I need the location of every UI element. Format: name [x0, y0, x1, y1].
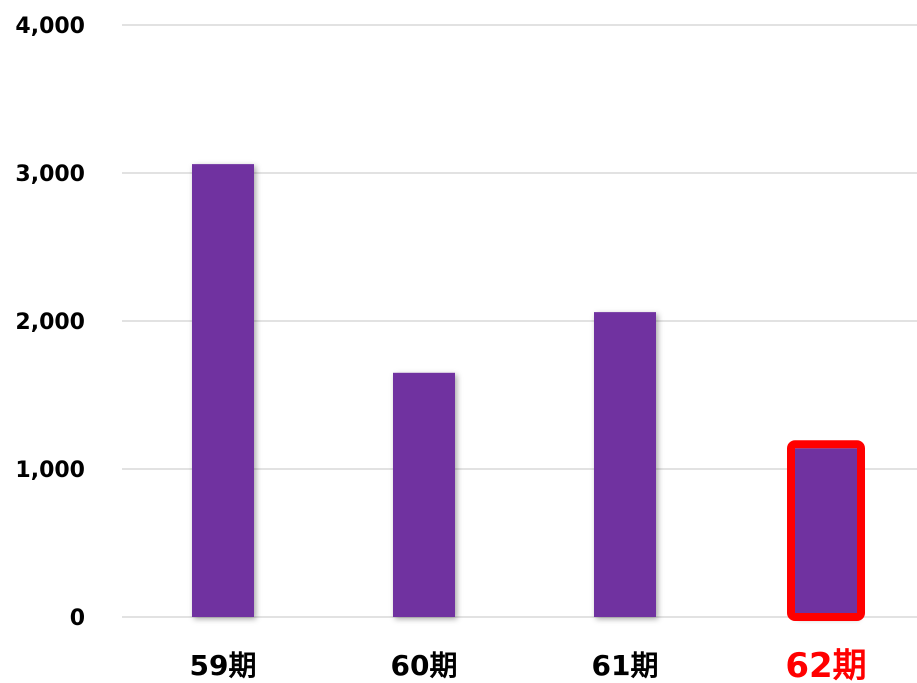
bar [192, 164, 254, 617]
gridlines [122, 24, 917, 618]
x-category-label: 61期 [592, 649, 659, 682]
highlight-frame [787, 440, 865, 621]
x-category-label: 59期 [190, 649, 257, 682]
x-category-label: 60期 [391, 649, 458, 682]
y-tick-label: 0 [70, 606, 85, 631]
bar [594, 312, 656, 617]
y-axis-tick-labels: 0 1,000 2,000 3,000 4,000 [15, 14, 85, 631]
bars [192, 164, 865, 621]
x-category-label: 62期 [785, 646, 866, 683]
y-tick-label: 2,000 [15, 310, 85, 335]
x-axis-category-labels: 59期 60期 61期 62期 [190, 646, 867, 683]
y-tick-label: 1,000 [15, 458, 85, 483]
bar [393, 372, 455, 617]
bar [795, 448, 857, 617]
y-tick-label: 4,000 [15, 14, 85, 39]
y-tick-label: 3,000 [15, 162, 85, 187]
